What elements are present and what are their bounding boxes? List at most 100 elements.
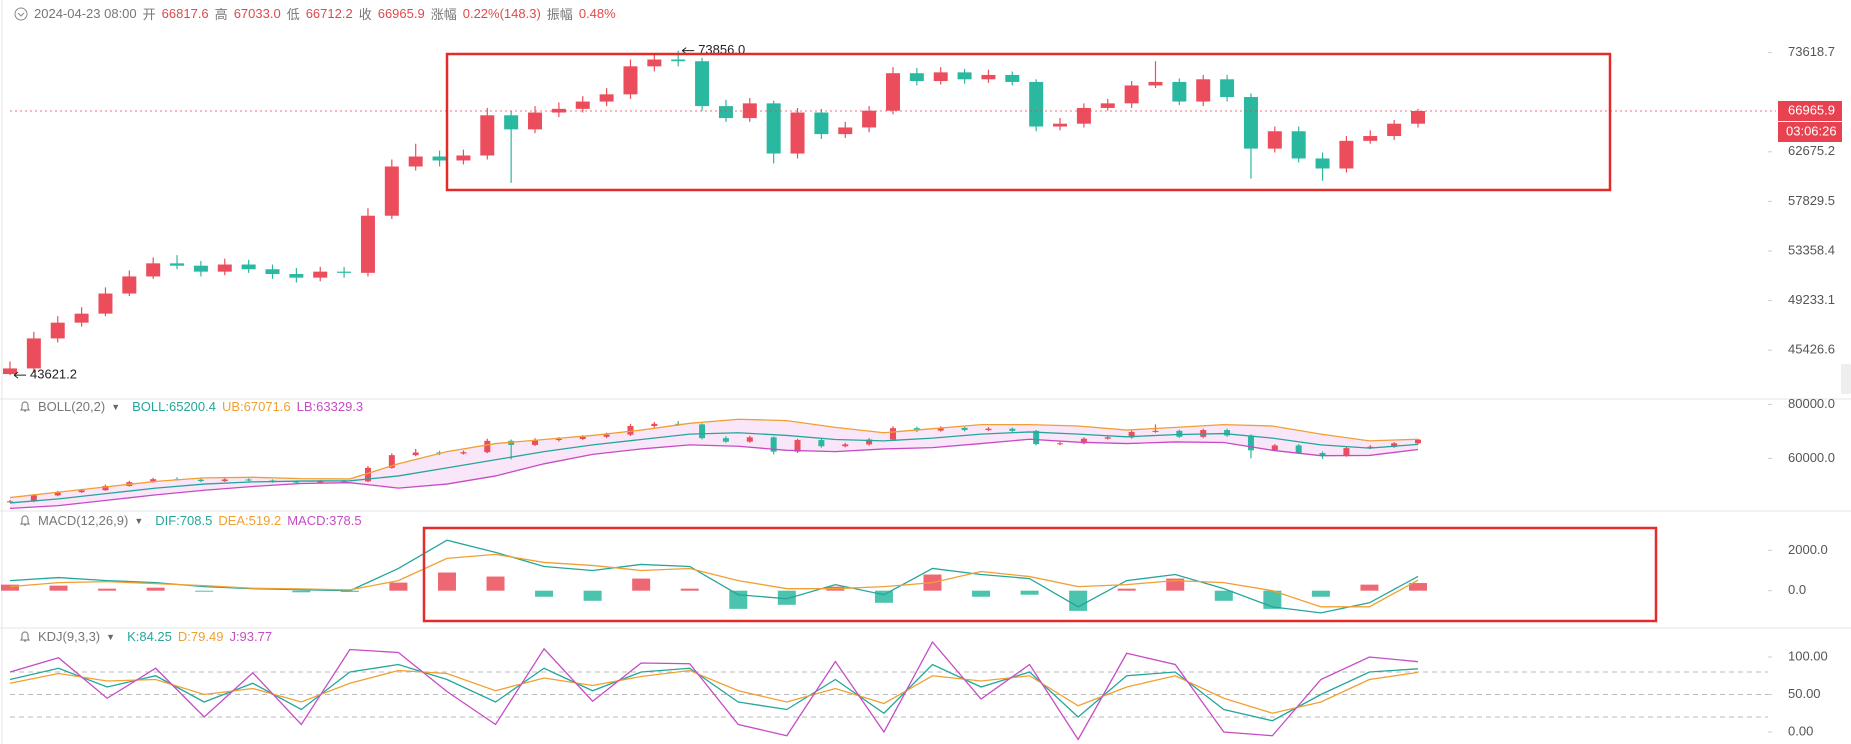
candle-body	[388, 455, 395, 468]
alert-icon[interactable]	[18, 630, 32, 644]
candle-body	[1080, 438, 1087, 444]
candle-body	[364, 467, 371, 482]
candle-body	[1319, 453, 1326, 456]
macd-bar	[49, 585, 68, 591]
candle-body	[150, 479, 157, 483]
candle-body	[1104, 437, 1111, 439]
candle-body	[412, 452, 419, 456]
candle-body	[551, 108, 566, 113]
field-value: 66817.6	[161, 6, 209, 21]
indicator-legend: MACD(12,26,9) ▼ DIF:708.5 DEA:519.2 MACD:378…	[18, 513, 362, 528]
last-price-tag	[1778, 100, 1842, 121]
field-label: 开	[142, 7, 156, 22]
macd-bar	[437, 572, 456, 591]
y-tick-label: 50.00	[1788, 686, 1821, 701]
y-tick-label: 53358.4	[1788, 242, 1835, 257]
macd-bar	[1311, 590, 1330, 597]
macd-bar	[583, 590, 602, 601]
indicator-line	[9, 553, 1419, 608]
candle-body	[937, 427, 944, 431]
candle-body	[1291, 131, 1306, 159]
legend-entry: D:79.49	[177, 629, 224, 644]
band-fill	[10, 419, 1418, 509]
candle-body	[718, 106, 733, 119]
candle-body	[1057, 443, 1064, 445]
indicator-title: MACD(12,26,9)	[38, 513, 129, 528]
candle-body	[432, 156, 447, 161]
candle-body	[957, 72, 972, 80]
dropdown-arrow[interactable]: ▼	[106, 631, 116, 642]
candle-body	[623, 66, 638, 95]
macd-bar	[292, 590, 311, 593]
legend-entry: DIF:708.5	[155, 513, 213, 528]
candle-body	[1172, 81, 1187, 102]
collapse-icon[interactable]	[14, 7, 28, 21]
candle-body	[337, 271, 352, 273]
macd-bar	[195, 590, 214, 592]
candle-body	[651, 423, 658, 426]
legend-entry: LB:63329.3	[296, 399, 364, 414]
candle-body	[384, 166, 399, 216]
candle-body	[866, 439, 873, 445]
candle-body	[1415, 439, 1421, 444]
highlight-box	[445, 52, 1612, 192]
candle-body	[1128, 431, 1135, 438]
macd-bar	[389, 582, 408, 591]
candle-body	[838, 127, 853, 135]
candle-body	[480, 115, 495, 156]
indicator-line	[9, 431, 1419, 504]
candle-body	[30, 495, 37, 502]
candle-body	[217, 264, 232, 272]
candle-body	[818, 440, 825, 447]
legend-entry: J:93.77	[229, 629, 273, 644]
candle-body	[532, 440, 539, 445]
indicator-title: BOLL(20,2)	[38, 399, 106, 414]
candle-body	[794, 440, 801, 452]
macd-bar	[146, 587, 165, 591]
candle-body	[699, 424, 706, 439]
dropdown-arrow[interactable]: ▼	[111, 401, 121, 412]
macd-bar	[632, 578, 651, 591]
dropdown-arrow[interactable]: ▼	[134, 515, 144, 526]
last-price-label: 66965.9	[1788, 102, 1835, 117]
indicator-title: KDJ(9,3,3)	[38, 629, 101, 644]
y-tick-label: 62675.2	[1788, 143, 1835, 158]
macd-bar	[535, 590, 554, 597]
candle-body	[575, 101, 590, 109]
legend-entry: UB:67071.6	[221, 399, 291, 414]
plot: 45426.6 49233.1 53358.4 57829.5 62675.2 73618…	[1, 42, 1842, 741]
candle-body	[671, 59, 686, 62]
candle-body	[1271, 445, 1278, 451]
candle-body	[790, 112, 805, 154]
alert-icon[interactable]	[18, 400, 32, 414]
macd-bar	[874, 590, 893, 603]
candle-body	[746, 437, 753, 442]
candle-body	[1152, 430, 1159, 432]
macd-bar	[680, 588, 699, 591]
indicator-line	[9, 663, 1419, 722]
candle-body	[555, 438, 562, 441]
legend-entry: MACD:378.5	[287, 513, 362, 528]
macd-bar	[1214, 590, 1233, 601]
y-tick-label: 80000.0	[1788, 396, 1835, 411]
candle-body	[770, 437, 777, 452]
macd-bar	[486, 576, 505, 591]
indicator-line	[9, 438, 1419, 509]
candle-body	[221, 479, 228, 482]
alert-icon[interactable]	[18, 514, 32, 528]
annotation-arrow	[13, 371, 26, 379]
field-label: 高	[214, 7, 228, 22]
candle-body	[885, 73, 900, 111]
candle-body	[1100, 103, 1115, 108]
candle-body	[1391, 443, 1398, 447]
scroll-handle[interactable]	[1841, 364, 1851, 394]
candle-body	[1387, 123, 1402, 137]
candle-body	[78, 490, 85, 493]
field-label: 收	[358, 7, 372, 22]
ohlc-header: 2024-04-23 08:00 开 66817.6 高 67033.0 低 66712.2…	[14, 4, 616, 23]
legend-entry: BOLL:65200.4	[132, 399, 216, 414]
candle-body	[50, 322, 65, 339]
macd-bar	[1, 584, 19, 591]
indicator-line	[9, 640, 1419, 741]
